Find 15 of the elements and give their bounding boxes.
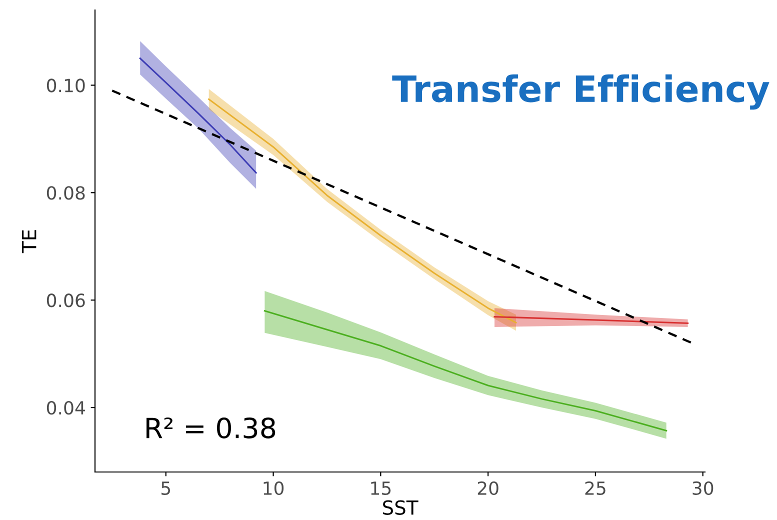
annotation: R² = 0.38: [146, 417, 276, 438]
x-tick-label: 20: [478, 481, 498, 496]
text: Transfer Efficiency: [392, 74, 770, 110]
y-tick-label: 0.10: [46, 78, 85, 92]
x-tick-label: 10: [264, 481, 284, 496]
x-tick-label: 15: [371, 482, 391, 496]
x-axis-title: SST: [383, 500, 418, 515]
x-tick-label: 5: [162, 482, 170, 496]
y-tick-label: 0.06: [46, 294, 85, 308]
x-tick-label: 30: [692, 481, 714, 496]
x-tick-label: 25: [585, 481, 606, 496]
y-tick-label: 0.04: [46, 400, 85, 415]
y-axis-title: TE: [22, 230, 36, 254]
y-tick-label: 0.08: [46, 186, 85, 200]
line-series: [139, 58, 257, 174]
